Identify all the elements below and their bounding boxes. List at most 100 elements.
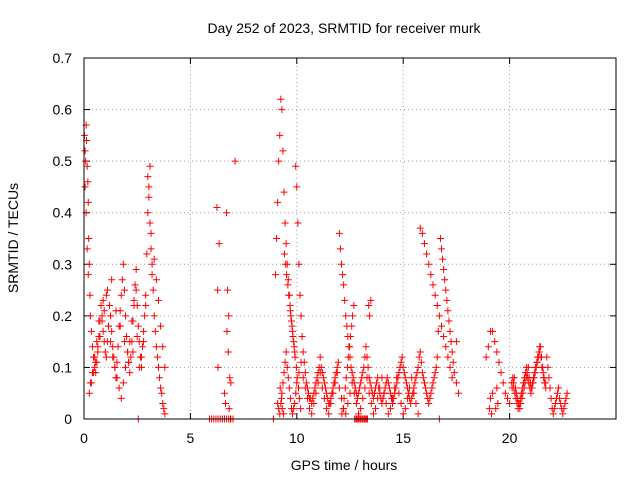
data-point: [443, 296, 451, 304]
data-point: [537, 353, 545, 361]
data-point: [364, 363, 372, 371]
data-point: [422, 384, 430, 392]
data-point: [420, 379, 428, 387]
y-tick-label: 0.1: [53, 359, 73, 375]
data-point: [395, 389, 403, 397]
data-point: [399, 363, 407, 371]
data-point: [372, 405, 380, 413]
data-point: [299, 374, 307, 382]
data-point: [277, 95, 285, 103]
data-point: [286, 302, 294, 310]
data-point: [397, 358, 405, 366]
data-point: [425, 260, 433, 268]
data-point: [151, 327, 159, 335]
data-point: [287, 312, 295, 320]
data-point: [141, 312, 149, 320]
data-point: [433, 353, 441, 361]
data-point: [284, 281, 292, 289]
data-point: [292, 363, 300, 371]
data-point: [376, 384, 384, 392]
data-point: [439, 255, 447, 263]
data-point: [147, 245, 155, 253]
data-point: [433, 302, 441, 310]
data-point: [278, 405, 286, 413]
data-point: [369, 410, 377, 418]
data-point: [140, 338, 148, 346]
data-point: [491, 338, 499, 346]
data-point: [410, 389, 418, 397]
data-point: [411, 379, 419, 387]
data-point: [113, 358, 121, 366]
data-point: [282, 240, 290, 248]
data-point: [85, 389, 93, 397]
data-point: [154, 363, 162, 371]
data-point: [87, 327, 95, 335]
data-point: [299, 348, 307, 356]
data-point: [295, 384, 303, 392]
data-point: [144, 173, 152, 181]
data-point: [146, 162, 154, 170]
data-point: [374, 394, 382, 402]
data-point: [431, 369, 439, 377]
data-point: [132, 265, 140, 273]
data-point: [102, 353, 110, 361]
x-tick-label: 20: [502, 430, 518, 446]
data-point: [281, 219, 289, 227]
data-point: [403, 394, 411, 402]
data-point: [386, 405, 394, 413]
data-point: [91, 353, 99, 361]
data-point: [327, 400, 335, 408]
data-point: [523, 369, 531, 377]
data-point: [334, 358, 342, 366]
data-point: [224, 348, 232, 356]
data-point: [297, 358, 305, 366]
data-point: [224, 286, 232, 294]
data-point: [359, 369, 367, 377]
data-point: [562, 394, 570, 402]
data-point: [384, 379, 392, 387]
data-point: [130, 302, 138, 310]
y-tick-labels: 0 0.1 0.2 0.3 0.4 0.5 0.6 0.7: [53, 50, 73, 427]
data-point: [152, 343, 160, 351]
data-point: [302, 379, 310, 387]
data-point: [540, 374, 548, 382]
data-point: [84, 271, 92, 279]
data-point: [277, 400, 285, 408]
data-points: [80, 95, 571, 423]
data-point: [335, 229, 343, 237]
data-point: [380, 389, 388, 397]
data-point: [97, 302, 105, 310]
data-point: [427, 271, 435, 279]
data-point: [361, 384, 369, 392]
data-point: [139, 343, 147, 351]
data-point: [100, 307, 108, 315]
data-point: [489, 327, 497, 335]
data-point: [146, 219, 154, 227]
data-point: [384, 410, 392, 418]
data-point: [340, 394, 348, 402]
data-point: [549, 410, 557, 418]
chart-title: Day 252 of 2023, SRMTID for receiver mur…: [207, 20, 481, 36]
data-point: [319, 374, 327, 382]
data-point: [329, 389, 337, 397]
data-point: [117, 394, 125, 402]
data-point: [126, 369, 134, 377]
data-point: [416, 348, 424, 356]
data-point: [518, 394, 526, 402]
data-point: [485, 405, 493, 413]
data-point: [357, 379, 365, 387]
data-point: [325, 410, 333, 418]
data-point: [313, 374, 321, 382]
data-point: [285, 384, 293, 392]
data-point: [541, 379, 549, 387]
data-point: [102, 291, 110, 299]
data-point: [116, 322, 124, 330]
data-point: [135, 363, 143, 371]
data-point: [150, 312, 158, 320]
data-point: [118, 276, 126, 284]
data-point: [482, 353, 490, 361]
x-tick-label: 10: [289, 430, 305, 446]
data-point: [119, 260, 127, 268]
data-point: [446, 327, 454, 335]
data-point: [301, 384, 309, 392]
